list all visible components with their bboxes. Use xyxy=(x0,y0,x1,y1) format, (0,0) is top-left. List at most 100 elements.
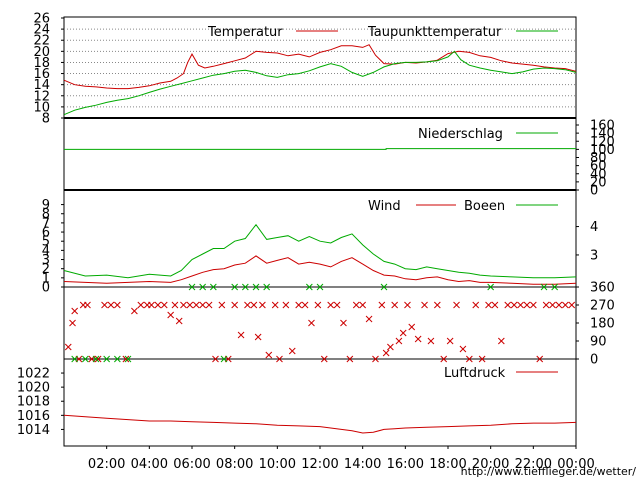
wind-direction-point xyxy=(101,301,108,309)
y-right-tick-label: 90 xyxy=(590,335,607,350)
wind-direction-point xyxy=(568,301,576,309)
wind-direction-point xyxy=(231,301,239,309)
wind-direction-point xyxy=(64,343,72,351)
wind-direction-point xyxy=(148,301,155,309)
y-tick-label: 1020 xyxy=(17,381,50,396)
x-tick-label: 16:00 xyxy=(387,457,424,472)
wind-direction-point xyxy=(561,301,569,309)
wind-direction-point xyxy=(94,355,102,363)
wind-direction-point xyxy=(465,355,473,363)
wind-direction-point xyxy=(380,283,388,291)
wind-direction-point xyxy=(549,301,556,309)
y-right-tick-label: 180 xyxy=(590,317,615,332)
y-tick-label: 1014 xyxy=(17,423,50,438)
y-tick-label: 18 xyxy=(33,56,50,71)
wind-direction-point xyxy=(414,335,422,343)
y-right-tick-label: 4 xyxy=(590,220,598,235)
y-tick-label: 4 xyxy=(42,244,50,259)
y-right-tick-label: 270 xyxy=(590,299,615,314)
wind-direction-point xyxy=(84,301,91,309)
wind-direction-point xyxy=(81,355,89,363)
wind-direction-point xyxy=(231,283,239,291)
series-line-precipitation-0 xyxy=(64,148,576,150)
wind-direction-point xyxy=(333,301,341,309)
y-right-tick-label: 120 xyxy=(590,135,615,150)
wind-direction-point xyxy=(244,301,251,309)
y-right-tick-label: 360 xyxy=(590,281,615,296)
wind-direction-point xyxy=(378,301,386,309)
wind-direction-point xyxy=(314,301,322,309)
wind-direction-point xyxy=(372,355,379,363)
source-url: http://www.tiefflieger.de/wetter/ xyxy=(461,465,637,478)
x-tick-label: 18:00 xyxy=(429,457,466,472)
legend-precipitation: Niederschlag xyxy=(418,127,558,142)
legend-label-temperatur: Temperatur xyxy=(207,25,283,40)
legend-label-niederschlag: Niederschlag xyxy=(418,127,503,142)
y-tick-label: 24 xyxy=(33,23,50,38)
y-tick-label: 5 xyxy=(42,235,50,250)
wind-direction-point xyxy=(167,311,175,319)
y-tick-label: 1 xyxy=(42,271,50,286)
wind-direction-point xyxy=(218,301,226,309)
wind-direction-point xyxy=(517,301,524,309)
wind-direction-point xyxy=(282,301,290,309)
y-right-tick-label: 80 xyxy=(590,151,607,166)
wind-direction-point xyxy=(137,301,145,309)
wind-direction-point xyxy=(391,301,399,309)
wind-direction-point xyxy=(259,301,266,309)
y-tick-label: 1018 xyxy=(17,395,50,410)
wind-direction-point xyxy=(523,301,531,309)
y-tick-label: 12 xyxy=(33,89,50,104)
wind-direction-point xyxy=(220,355,228,363)
y-right-tick-label: 60 xyxy=(590,159,607,174)
wind-direction-point xyxy=(250,301,258,309)
wind-direction-point xyxy=(69,319,76,327)
wind-direction-point xyxy=(209,283,217,291)
y-tick-label: 14 xyxy=(33,78,50,93)
y-tick-label: 8 xyxy=(42,112,50,127)
wind-direction-point xyxy=(382,349,390,357)
wind-direction-point xyxy=(497,337,505,345)
y-tick-label: 2 xyxy=(42,262,50,277)
wind-direction-point xyxy=(404,301,411,309)
series-line-temperature-1 xyxy=(63,50,577,116)
wind-direction-point xyxy=(124,355,132,363)
wind-direction-point xyxy=(399,329,407,337)
x-tick-label: 22:00 xyxy=(515,457,552,472)
wind-direction-point xyxy=(305,283,313,291)
wind-direction-point xyxy=(542,301,550,309)
y-tick-label: 16 xyxy=(33,67,50,82)
y-tick-label: 0 xyxy=(42,281,50,296)
grid-lines xyxy=(64,28,576,108)
wind-direction-point xyxy=(131,307,138,315)
y-tick-label: 9 xyxy=(42,198,50,213)
wind-direction-point xyxy=(241,283,249,291)
axis-ticks: 02:00 04:00 06:00 08:00 10:00 12:00 14:00 16:00… xyxy=(17,12,615,473)
x-tick-label: 04:00 xyxy=(131,457,168,472)
y-tick-label: 3 xyxy=(42,253,50,268)
x-tick-label: 00:00 xyxy=(557,457,594,472)
wind-direction-point xyxy=(237,331,245,339)
wind-direction-point xyxy=(271,301,279,309)
x-tick-label: 02:00 xyxy=(88,457,125,472)
x-tick-label: 14:00 xyxy=(344,457,381,472)
series-line-wind-0 xyxy=(63,255,577,285)
y-right-tick-label: 3 xyxy=(590,248,598,263)
wind-direction-point xyxy=(212,355,219,363)
wind-direction-point xyxy=(491,301,499,309)
wind-direction-point xyxy=(122,355,130,363)
wind-direction-point xyxy=(421,301,428,309)
wind-direction-point xyxy=(180,301,187,309)
wind-direction-point xyxy=(71,355,79,363)
y-right-tick-label: 140 xyxy=(590,127,615,142)
wind-direction-point xyxy=(478,355,486,363)
wind-direction-point xyxy=(352,301,360,309)
series-line-pressure-0 xyxy=(63,414,577,434)
y-tick-label: 20 xyxy=(33,45,50,60)
wind-direction-point xyxy=(446,337,454,345)
wind-direction-point xyxy=(427,337,435,345)
legend-wind: Wind Boeen xyxy=(368,199,558,214)
wind-direction-point xyxy=(71,307,79,315)
wind-direction-point xyxy=(555,301,563,309)
legend-pressure: Luftdruck xyxy=(444,366,558,381)
